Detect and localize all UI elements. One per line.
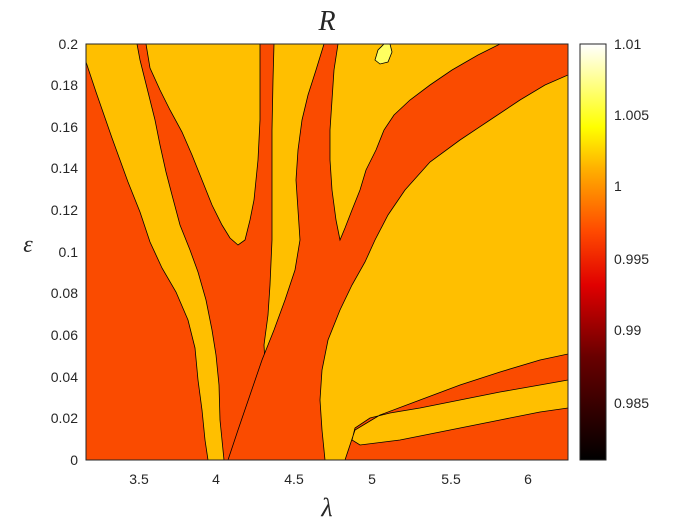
x-tick-label: 6 xyxy=(524,471,532,487)
colorbar-gradient xyxy=(579,43,607,461)
contour-region-peak xyxy=(374,44,393,65)
contour-region-right-band xyxy=(344,353,568,460)
colorbar-tick-label: 0.985 xyxy=(614,395,649,411)
x-axis: 3.5 4 4.5 5 5.5 6 λ xyxy=(129,471,532,522)
x-tick-label: 5.5 xyxy=(441,471,461,487)
colorbar-tick-label: 1.005 xyxy=(614,107,649,123)
colorbar: 0.985 0.99 0.995 1 1.005 1.01 xyxy=(579,36,649,461)
x-tick-label: 4 xyxy=(212,471,220,487)
y-tick-label: 0.12 xyxy=(51,202,78,218)
x-tick-label: 4.5 xyxy=(284,471,304,487)
colorbar-tick-label: 0.99 xyxy=(614,322,641,338)
colorbar-tick-label: 1 xyxy=(614,178,622,194)
y-axis-label: ε xyxy=(23,232,33,258)
chart-title: R xyxy=(317,6,335,37)
x-tick-label: 5 xyxy=(368,471,376,487)
colorbar-tick-label: 1.01 xyxy=(614,36,641,52)
y-tick-label: 0 xyxy=(70,452,78,468)
y-axis: 0 0.02 0.04 0.06 0.08 0.1 0.12 0.14 0.16… xyxy=(23,36,78,468)
colorbar-tick-label: 0.995 xyxy=(614,251,649,267)
y-tick-label: 0.2 xyxy=(59,36,79,52)
contour-region-central-stem xyxy=(136,44,275,460)
y-tick-label: 0.1 xyxy=(59,244,79,260)
plot-frame xyxy=(85,43,569,461)
contour-region-lower-left-lobe xyxy=(86,61,209,460)
y-tick-label: 0.14 xyxy=(51,160,78,176)
x-tick-label: 3.5 xyxy=(129,471,149,487)
y-tick-label: 0.04 xyxy=(51,369,78,385)
y-tick-label: 0.08 xyxy=(51,285,78,301)
x-axis-label: λ xyxy=(320,493,332,522)
y-tick-label: 0.02 xyxy=(51,410,78,426)
plot-area xyxy=(85,43,569,461)
y-tick-label: 0.16 xyxy=(51,119,78,135)
y-tick-label: 0.18 xyxy=(51,77,78,93)
y-tick-label: 0.06 xyxy=(51,327,78,343)
contour-region-central-fan xyxy=(227,44,568,460)
